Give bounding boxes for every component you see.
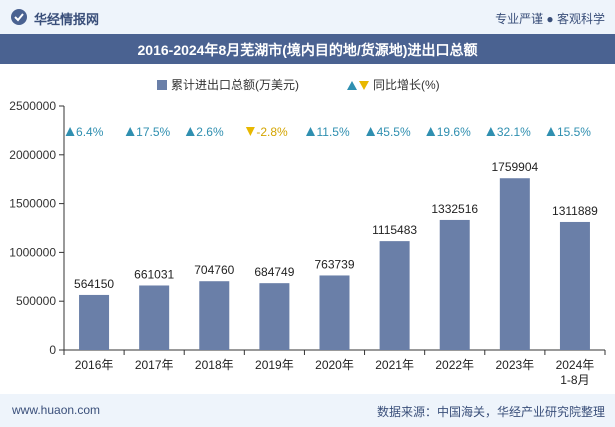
growth-labels: 6.4% 17.5% 2.6% -2.8% 11.5% 45.5% 19.6% 32.1% 15… <box>65 125 591 139</box>
bar-value-label: 661031 <box>134 267 174 281</box>
y-tick-label: 500000 <box>16 294 56 308</box>
growth-up-arrow-icon <box>185 127 195 136</box>
website-link[interactable]: www.huaon.com <box>12 403 101 417</box>
x-tick-label: 2019年 <box>255 358 294 372</box>
x-tick-label: 2022年 <box>435 358 474 372</box>
bar-value-label: 763739 <box>314 257 354 271</box>
bar <box>79 294 110 350</box>
x-tick-label: 2020年 <box>315 358 354 372</box>
legend: 累计进出口总额(万美元) 同比增长(%) <box>157 78 440 92</box>
bar-value-label: 564150 <box>74 277 114 291</box>
bar-value-label: 1311889 <box>552 204 598 218</box>
bar-value-label: 1332516 <box>431 202 478 216</box>
bar <box>319 275 350 350</box>
x-tick-label: 2024年 1-8月 <box>556 358 595 387</box>
x-tick-label: 2016年 <box>75 358 114 372</box>
legend-bar-label: 累计进出口总额(万美元) <box>171 78 299 92</box>
growth-up-arrow-icon <box>426 127 436 136</box>
growth-label: 2.6% <box>196 125 224 139</box>
x-tick-label: 2018年 <box>195 358 234 372</box>
growth-label: 6.4% <box>76 125 104 139</box>
bar <box>259 283 290 350</box>
growth-up-arrow-icon <box>366 127 376 136</box>
growth-label: -2.8% <box>256 125 288 139</box>
bar-value-label: 1759904 <box>491 160 538 174</box>
brand-name: 华经情报网 <box>34 12 100 27</box>
growth-down-arrow-icon <box>245 127 255 136</box>
growth-label: 45.5% <box>377 125 411 139</box>
bar <box>559 221 590 350</box>
x-tick-label: 2021年 <box>375 358 414 372</box>
legend-bar-swatch <box>157 80 167 90</box>
growth-label: 11.5% <box>317 125 350 139</box>
bar <box>499 178 530 350</box>
y-axis: 0 500000 1000000 1500000 2000000 2500000 <box>9 99 65 357</box>
title-bar: 2016-2024年8月芜湖市(境内目的地/货源地)进出口总额 <box>0 34 615 64</box>
y-tick-label: 1000000 <box>9 245 56 259</box>
bar-value-labels: 564150 661031 704760 684749 763739 1115483 133… <box>74 160 598 291</box>
legend-growth-label: 同比增长(%) <box>373 78 440 92</box>
growth-up-arrow-icon <box>65 127 75 136</box>
bar-value-label: 1115483 <box>372 223 417 237</box>
plot-area: 累计进出口总额(万美元) 同比增长(%) 0 500000 1000000 15000… <box>0 64 615 394</box>
legend-growth-marker <box>347 81 357 90</box>
y-tick-label: 2000000 <box>9 148 56 162</box>
footer-bar: www.huaon.com 数据来源：中国海关，华经产业研究院整理 <box>0 394 615 427</box>
growth-up-arrow-icon <box>306 127 315 136</box>
growth-label: 15.5% <box>557 125 591 139</box>
growth-up-arrow-icon <box>486 127 496 136</box>
data-source: 数据来源：中国海关，华经产业研究院整理 <box>376 405 605 419</box>
growth-up-arrow-icon <box>546 127 556 136</box>
x-axis: 2016年 2017年 2018年 2019年 2020年 2021年 2022年 2023年… <box>63 349 606 387</box>
y-tick-label: 1500000 <box>9 197 56 211</box>
brand-logo-icon <box>11 9 27 25</box>
growth-label: 19.6% <box>437 125 471 139</box>
bar-chart: 累计进出口总额(万美元) 同比增长(%) 0 500000 1000000 15000… <box>9 78 606 387</box>
y-tick-label: 0 <box>49 343 56 357</box>
bar <box>139 285 170 350</box>
bar <box>439 219 470 350</box>
x-tick-label: 2017年 <box>135 358 174 372</box>
y-tick-label: 2500000 <box>9 99 56 113</box>
growth-label: 32.1% <box>497 125 531 139</box>
chart-title: 2016-2024年8月芜湖市(境内目的地/货源地)进出口总额 <box>137 42 478 58</box>
bars <box>79 178 590 350</box>
slogan: 专业严谨 ● 客观科学 <box>495 12 605 26</box>
x-tick-label: 2023年 <box>495 358 534 372</box>
legend-growth-marker-down <box>359 81 369 90</box>
header-bar: 华经情报网 专业严谨 ● 客观科学 <box>0 0 615 34</box>
growth-up-arrow-icon <box>125 127 135 136</box>
bar-value-label: 684749 <box>254 265 294 279</box>
bar <box>199 281 230 350</box>
growth-label: 17.5% <box>136 125 170 139</box>
bar <box>379 241 410 350</box>
bar-value-label: 704760 <box>194 263 234 277</box>
